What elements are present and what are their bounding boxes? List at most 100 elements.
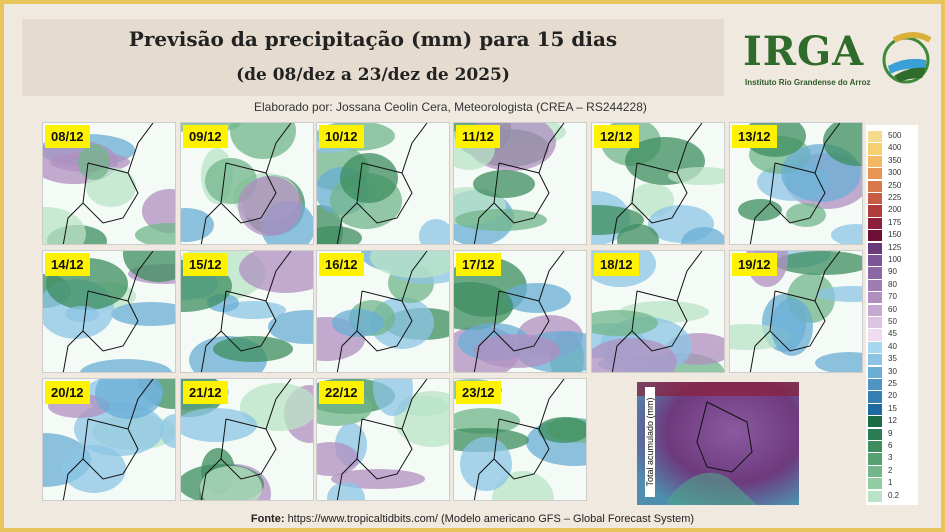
logo-subtitle: Instituto Rio Grandense do Arroz bbox=[745, 78, 871, 87]
colorbar-swatch bbox=[868, 416, 882, 428]
colorbar-label: 1 bbox=[888, 478, 893, 488]
map-date-label: 21/12 bbox=[183, 381, 228, 404]
map-date-label: 14/12 bbox=[45, 253, 90, 276]
colorbar-swatch bbox=[868, 317, 882, 329]
forecast-map: 12/12 bbox=[591, 122, 725, 245]
author-credit: Elaborado por: Jossana Ceolin Cera, Mete… bbox=[254, 100, 647, 114]
colorbar-swatch bbox=[868, 155, 882, 167]
forecast-map: 13/12 bbox=[729, 122, 863, 245]
colorbar-label: 350 bbox=[888, 155, 902, 165]
colorbar-swatch bbox=[868, 428, 882, 440]
colorbar-swatch bbox=[868, 230, 882, 242]
colorbar-label: 60 bbox=[888, 304, 897, 314]
colorbar-label: 150 bbox=[888, 230, 902, 240]
forecast-map: 22/12 bbox=[316, 378, 450, 501]
map-date-label: 11/12 bbox=[456, 125, 500, 148]
total-accumulated-map: Total acumulado (mm) bbox=[637, 382, 799, 505]
precip-map-image bbox=[730, 123, 862, 244]
colorbar-swatch bbox=[868, 143, 882, 155]
colorbar-swatch bbox=[868, 180, 882, 192]
source-text: https://www.tropicaltidbits.com/ (Modelo… bbox=[287, 513, 695, 525]
colorbar-swatch bbox=[868, 205, 882, 217]
colorbar-swatch bbox=[868, 341, 882, 353]
irga-logo: IRGA Instituto Rio Grandense do Arroz bbox=[739, 26, 934, 96]
forecast-map: 21/12 bbox=[180, 378, 314, 501]
precip-map-image bbox=[730, 251, 862, 372]
colorbar-swatch bbox=[868, 292, 882, 304]
colorbar-swatch bbox=[868, 279, 882, 291]
source-credit: Fonte: https://www.tropicaltidbits.com/ … bbox=[4, 513, 941, 525]
colorbar-label: 70 bbox=[888, 292, 897, 302]
colorbar-swatch bbox=[868, 304, 882, 316]
colorbar-swatch bbox=[868, 453, 882, 465]
colorbar-label: 15 bbox=[888, 403, 897, 413]
forecast-map: 15/12 bbox=[180, 250, 314, 373]
colorbar-label: 225 bbox=[888, 193, 902, 202]
colorbar-swatch bbox=[868, 465, 882, 477]
total-map-image bbox=[637, 382, 799, 505]
map-date-label: 18/12 bbox=[594, 253, 639, 276]
forecast-map: 14/12 bbox=[42, 250, 176, 373]
map-date-label: 19/12 bbox=[732, 253, 777, 276]
colorbar-swatch bbox=[868, 354, 882, 366]
colorbar-label: 35 bbox=[888, 354, 897, 364]
map-date-label: 12/12 bbox=[594, 125, 639, 148]
colorbar-label: 25 bbox=[888, 379, 897, 388]
subtitle: (de 08/dez a 23/dez de 2025) bbox=[236, 65, 510, 85]
map-date-label: 15/12 bbox=[183, 253, 228, 276]
title: Previsão da precipitação (mm) para 15 di… bbox=[128, 27, 618, 51]
colorbar-swatch bbox=[868, 403, 882, 415]
colorbar-swatch bbox=[868, 267, 882, 279]
forecast-map: 23/12 bbox=[453, 378, 587, 501]
colorbar-label: 500 bbox=[888, 131, 902, 140]
colorbar-swatch bbox=[868, 379, 882, 391]
colorbar-label: 400 bbox=[888, 143, 902, 153]
colorbar-label: 250 bbox=[888, 180, 902, 190]
colorbar-label: 50 bbox=[888, 317, 897, 326]
colorbar-swatch bbox=[868, 242, 882, 254]
colorbar-swatch bbox=[868, 391, 882, 403]
infographic: Previsão da precipitação (mm) para 15 di… bbox=[4, 4, 941, 528]
total-map-label: Total acumulado (mm) bbox=[645, 387, 655, 497]
colorbar-label: 40 bbox=[888, 341, 897, 351]
colorbar-swatch bbox=[868, 131, 882, 143]
colorbar-label: 3 bbox=[888, 453, 893, 463]
map-date-label: 16/12 bbox=[319, 253, 364, 276]
map-date-label: 20/12 bbox=[45, 381, 90, 404]
colorbar-label: 0.2 bbox=[888, 490, 900, 500]
colorbar-label: 80 bbox=[888, 279, 897, 289]
colorbar-label: 200 bbox=[888, 205, 902, 215]
precip-map-image bbox=[43, 123, 175, 244]
colorbar-label: 2 bbox=[888, 465, 893, 475]
source-label: Fonte: bbox=[250, 513, 285, 525]
map-date-label: 08/12 bbox=[45, 125, 90, 148]
colorbar-swatch bbox=[868, 217, 882, 229]
colorbar-swatch bbox=[868, 329, 882, 341]
map-date-label: 09/12 bbox=[183, 125, 228, 148]
colorbar-label: 300 bbox=[888, 168, 902, 178]
colorbar-label: 90 bbox=[888, 267, 897, 277]
map-date-label: 22/12 bbox=[319, 381, 364, 404]
colorbar-label: 30 bbox=[888, 366, 897, 376]
forecast-map: 09/12 bbox=[180, 122, 314, 245]
colorbar-label: 6 bbox=[888, 441, 893, 450]
forecast-map: 17/12 bbox=[453, 250, 587, 373]
logo-text: IRGA bbox=[743, 28, 865, 75]
precip-map-image bbox=[181, 123, 313, 244]
forecast-map: 11/12 bbox=[453, 122, 587, 245]
map-date-label: 13/12 bbox=[732, 125, 777, 148]
forecast-map: 18/12 bbox=[591, 250, 725, 373]
colorbar-label: 175 bbox=[888, 217, 902, 227]
colorbar-label: 20 bbox=[888, 391, 897, 401]
colorbar-swatch bbox=[868, 255, 882, 267]
colorbar-label: 9 bbox=[888, 428, 893, 438]
rice-field-icon bbox=[882, 32, 932, 84]
precip-map-image bbox=[592, 251, 724, 372]
forecast-map: 20/12 bbox=[42, 378, 176, 501]
colorbar-swatch bbox=[868, 168, 882, 180]
map-date-label: 23/12 bbox=[456, 381, 501, 404]
colorbar-swatch bbox=[868, 478, 882, 490]
forecast-map: 08/12 bbox=[42, 122, 176, 245]
forecast-map: 16/12 bbox=[316, 250, 450, 373]
colorbar-swatch bbox=[868, 490, 882, 502]
